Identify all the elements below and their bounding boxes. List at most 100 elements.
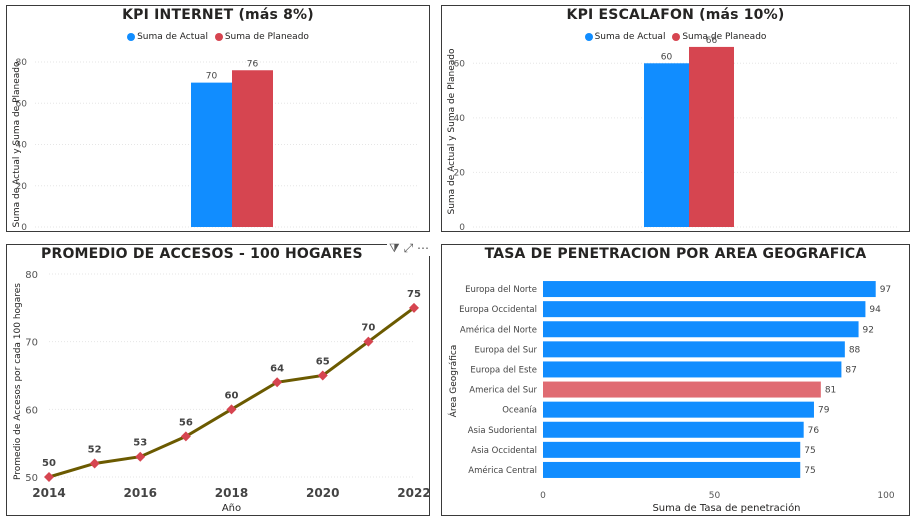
data-label: 56 xyxy=(179,417,193,428)
y-tick-label: 60 xyxy=(454,59,466,69)
data-label: 76 xyxy=(808,426,820,436)
category-label: América del Norte xyxy=(460,324,537,335)
category-label: Europa del Este xyxy=(470,365,537,375)
data-point xyxy=(135,451,146,462)
y-tick-label: 0 xyxy=(21,223,27,233)
y-tick-label: 20 xyxy=(454,168,466,178)
category-label: Europa del Norte xyxy=(465,285,537,295)
chart-title: KPI ESCALAFON (más 10%) xyxy=(566,7,785,23)
kpi-escalafon-chart: 0 20 40 60 60 66 Suma de Actual y Suma de Plan… xyxy=(447,36,897,233)
chart-title: KPI INTERNET (más 8%) xyxy=(122,7,314,23)
data-label: 94 xyxy=(869,305,881,315)
category-label: Asia Sudoriental xyxy=(468,426,537,436)
bar xyxy=(543,381,821,398)
data-point xyxy=(272,377,283,388)
y-axis-label: Suma de Actual y Suma de Planeado xyxy=(12,61,22,227)
data-point xyxy=(89,458,100,469)
data-point xyxy=(317,370,328,381)
category-label: Oceanía xyxy=(502,406,537,416)
chart-title: PROMEDIO DE ACCESOS - 100 HOGARES POR CA… xyxy=(41,246,363,262)
bar-planned xyxy=(232,70,273,227)
data-label: 70 xyxy=(206,72,218,82)
y-tick-label: 60 xyxy=(16,99,28,109)
y-tick-label: 50 xyxy=(25,473,38,484)
data-label: 75 xyxy=(407,289,421,300)
bar xyxy=(543,461,801,478)
x-tick-label: 2016 xyxy=(124,486,157,500)
data-label: 87 xyxy=(845,365,856,375)
more-options-icon[interactable]: ⋯ xyxy=(417,241,429,255)
category-label: Europa del Sur xyxy=(474,345,537,355)
data-label: 75 xyxy=(804,446,815,456)
legend-item-planned[interactable]: Suma de Planeado xyxy=(214,32,309,42)
tasa-penetracion-chart: Europa del Norte 97 Europa Occidental 94 Amé… xyxy=(447,281,895,514)
y-tick-label: 60 xyxy=(25,405,38,416)
x-axis-label: Año xyxy=(222,503,241,514)
legend-label: Suma de Planeado xyxy=(682,32,767,42)
tasa-penetracion-panel: TASA DE PENETRACION POR AREA GEOGRAFICA … xyxy=(441,244,910,516)
y-tick-label: 80 xyxy=(16,58,28,68)
x-tick-label: 50 xyxy=(709,491,721,501)
bar xyxy=(543,361,842,378)
legend-label: Suma de Actual xyxy=(594,32,666,42)
data-point xyxy=(409,302,419,313)
x-axis-label: Suma de Tasa de penetración xyxy=(652,502,800,514)
filter-icon[interactable]: ⧩ xyxy=(389,241,400,255)
bar-planned xyxy=(689,46,734,227)
kpi-internet-chart: 0 20 40 60 80 70 76 Suma de Actual y Suma de Pl… xyxy=(12,58,419,233)
category-label: América Central xyxy=(468,465,537,476)
data-label: 60 xyxy=(225,390,239,401)
x-tick-label: 0 xyxy=(540,491,546,501)
bar xyxy=(543,281,876,298)
legend-item-planned[interactable]: Suma de Planeado xyxy=(672,32,766,42)
data-label: 75 xyxy=(804,466,815,476)
x-tick-label: 2014 xyxy=(32,486,65,500)
bar xyxy=(543,301,866,318)
legend-label: Suma de Planeado xyxy=(224,32,309,42)
legend-label: Suma de Actual xyxy=(137,32,208,42)
bar xyxy=(543,341,845,358)
focus-mode-icon[interactable]: ⤢ xyxy=(403,241,414,255)
y-tick-label: 0 xyxy=(459,223,465,233)
data-label: 76 xyxy=(247,59,259,69)
data-label: 52 xyxy=(88,444,102,455)
y-axis-label: Suma de Actual y Suma de Planeado xyxy=(447,48,457,214)
y-tick-label: 80 xyxy=(25,270,38,281)
x-tick-label: 2022 xyxy=(397,486,430,500)
data-label: 64 xyxy=(270,363,284,374)
bar xyxy=(543,321,859,338)
legend-item-actual[interactable]: Suma de Actual xyxy=(584,32,666,42)
legend: Suma de Actual Suma de Planeado xyxy=(7,32,429,42)
y-tick-label: 70 xyxy=(25,338,38,349)
bar xyxy=(543,421,804,438)
y-tick-label: 40 xyxy=(16,141,28,151)
data-label: 70 xyxy=(361,323,375,334)
data-point xyxy=(180,431,191,442)
data-label: 88 xyxy=(849,345,861,355)
legend-dot-planned xyxy=(214,32,223,41)
data-point xyxy=(226,404,237,415)
data-label: 97 xyxy=(880,285,891,295)
x-tick-label: 100 xyxy=(877,491,894,501)
chart-title: TASA DE PENETRACION POR AREA GEOGRAFICA xyxy=(484,246,867,262)
x-tick-label: 2020 xyxy=(306,486,339,500)
bar-actual xyxy=(191,82,232,227)
visual-header-toolbar: ⧩ ⤢ ⋯ xyxy=(387,241,431,256)
data-label: 79 xyxy=(818,406,830,416)
data-label: 60 xyxy=(661,52,673,62)
promedio-accesos-panel: PROMEDIO DE ACCESOS - 100 HOGARES POR CA… xyxy=(6,241,431,516)
y-axis-label: Área Geográfica xyxy=(447,345,459,418)
data-label: 50 xyxy=(42,458,56,469)
promedio-accesos-chart: 50 60 70 80 2014 2016 2018 2020 2022 50 52 53 56 60 64… xyxy=(13,270,431,514)
legend: Suma de Actual Suma de Planeado xyxy=(442,32,909,42)
kpi-escalafon-panel: KPI ESCALAFON (más 10%) Suma de Actual S… xyxy=(441,5,910,233)
y-tick-label: 40 xyxy=(454,114,466,124)
bar-actual xyxy=(644,63,689,228)
data-point xyxy=(363,336,374,347)
kpi-internet-panel: KPI INTERNET (más 8%) Suma de Actual Sum… xyxy=(6,5,430,233)
bar xyxy=(543,401,814,418)
data-label: 66 xyxy=(706,36,718,46)
bar xyxy=(543,441,801,458)
legend-item-actual[interactable]: Suma de Actual xyxy=(127,32,208,42)
data-label: 81 xyxy=(825,386,836,396)
